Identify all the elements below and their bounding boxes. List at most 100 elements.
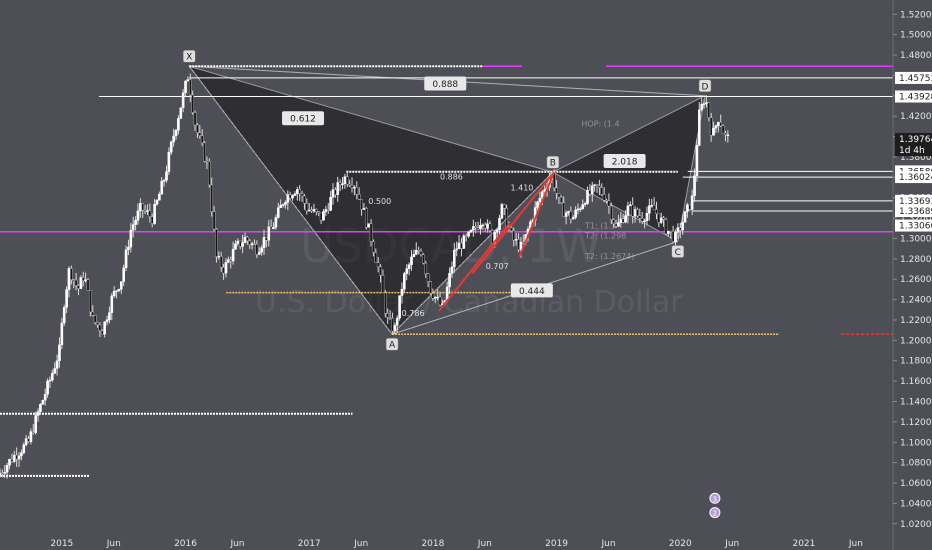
candle-body [571, 217, 575, 220]
xab-triangle [187, 65, 554, 335]
candle-body [250, 243, 254, 245]
y-tick-label: 1.16000 [900, 377, 932, 387]
candle-body [217, 256, 221, 258]
candle-body [697, 109, 701, 146]
candle-body [560, 196, 563, 204]
candle-body [122, 267, 125, 282]
x-tick-label: Jun [848, 539, 863, 549]
candle-body [267, 226, 271, 241]
candle-body [609, 205, 613, 220]
price-label-box [895, 90, 932, 103]
candle-body [70, 268, 73, 280]
candle-body [455, 248, 458, 251]
candle-body [431, 293, 435, 299]
candle-body [288, 194, 292, 199]
price-label-box [895, 144, 932, 157]
candle-body [486, 223, 489, 229]
price-label: 1.39764 [899, 135, 932, 145]
candle-body [707, 102, 711, 119]
candle-body [364, 208, 368, 228]
candle-body [638, 215, 642, 219]
candle-body [3, 472, 7, 474]
candle-body [158, 194, 161, 201]
candle-body [709, 117, 713, 136]
x-tick-label: Jun [353, 539, 368, 549]
price-label-box [895, 194, 932, 207]
candle-body [412, 254, 416, 258]
candle-body [338, 182, 342, 185]
candle-body [479, 225, 482, 230]
candle-body [424, 262, 428, 275]
candle-body [300, 193, 304, 197]
ratio-label-small: 0.500 [368, 197, 391, 206]
candle-body [29, 431, 33, 442]
candle-body [448, 273, 451, 288]
event-label: 2 [713, 510, 717, 518]
candle-body [229, 259, 233, 262]
candle-body [203, 142, 206, 162]
candle-body [160, 180, 164, 195]
candle-body [519, 242, 523, 251]
y-tick-label: 1.50000 [900, 31, 932, 41]
candle-body [124, 249, 128, 268]
y-tick-label: 1.24000 [900, 296, 932, 306]
x-tick-label: Jun [229, 539, 244, 549]
candle-body [636, 209, 639, 217]
target-label: HOP: (1.4 [581, 119, 619, 128]
x-tick-label: 2018 [421, 539, 444, 549]
candle-body [265, 237, 268, 241]
price-label-box [895, 205, 932, 218]
candle-body [621, 218, 625, 223]
candle-body [400, 289, 404, 296]
ratio-label-box [603, 154, 646, 169]
candle-body [469, 230, 473, 233]
candle-body [105, 319, 109, 323]
ratio-label-box [282, 111, 325, 126]
candle-body [272, 227, 275, 230]
candle-body [538, 198, 542, 203]
candle-body [48, 379, 52, 382]
candle-body [629, 204, 632, 207]
candle-body [65, 289, 68, 308]
candle-body [117, 289, 121, 291]
ratio-label: 2.018 [612, 158, 638, 168]
candle-body [120, 281, 123, 290]
point-badge [546, 155, 560, 169]
x-tick-label: 2015 [50, 539, 73, 549]
candle-body [688, 204, 692, 210]
candle-body [569, 211, 573, 220]
candle-body [495, 229, 499, 233]
candle-body [345, 176, 349, 185]
candle-body [369, 223, 373, 242]
candle-body [405, 268, 409, 274]
price-label: 1.43928 [899, 93, 932, 103]
candle-body [167, 151, 171, 172]
y-tick-label: 1.04000 [900, 499, 932, 509]
candle-body [474, 226, 478, 228]
candle-body [86, 279, 90, 291]
candle-body [219, 256, 223, 268]
candle-body [581, 204, 585, 209]
candle-body [726, 134, 730, 136]
candle-body [381, 275, 385, 293]
candle-body [93, 315, 97, 323]
price-label-box [895, 171, 932, 184]
candle-body [669, 230, 673, 233]
price-axis[interactable]: 1.520001.500001.480001.460001.440001.420… [893, 10, 932, 530]
price-label: 1.36024 [899, 173, 932, 183]
candle-body [179, 107, 183, 119]
red-channel-line-b [471, 171, 555, 274]
candle-body [650, 205, 654, 207]
candle-body [676, 227, 680, 233]
time-axis[interactable]: 2015 Jun 2016 Jun 2017 Jun 2018 Jun 2019 Jun 2020 J… [50, 539, 863, 549]
candle-body [134, 220, 137, 225]
y-tick-label: 1.20000 [900, 336, 932, 346]
x-tick-label: Jun [106, 539, 121, 549]
candle-body [115, 290, 118, 292]
candle-body [255, 244, 259, 255]
candle-body [112, 291, 116, 297]
candle-body [633, 209, 637, 217]
candle-body [564, 212, 568, 217]
candle-body [224, 262, 228, 274]
